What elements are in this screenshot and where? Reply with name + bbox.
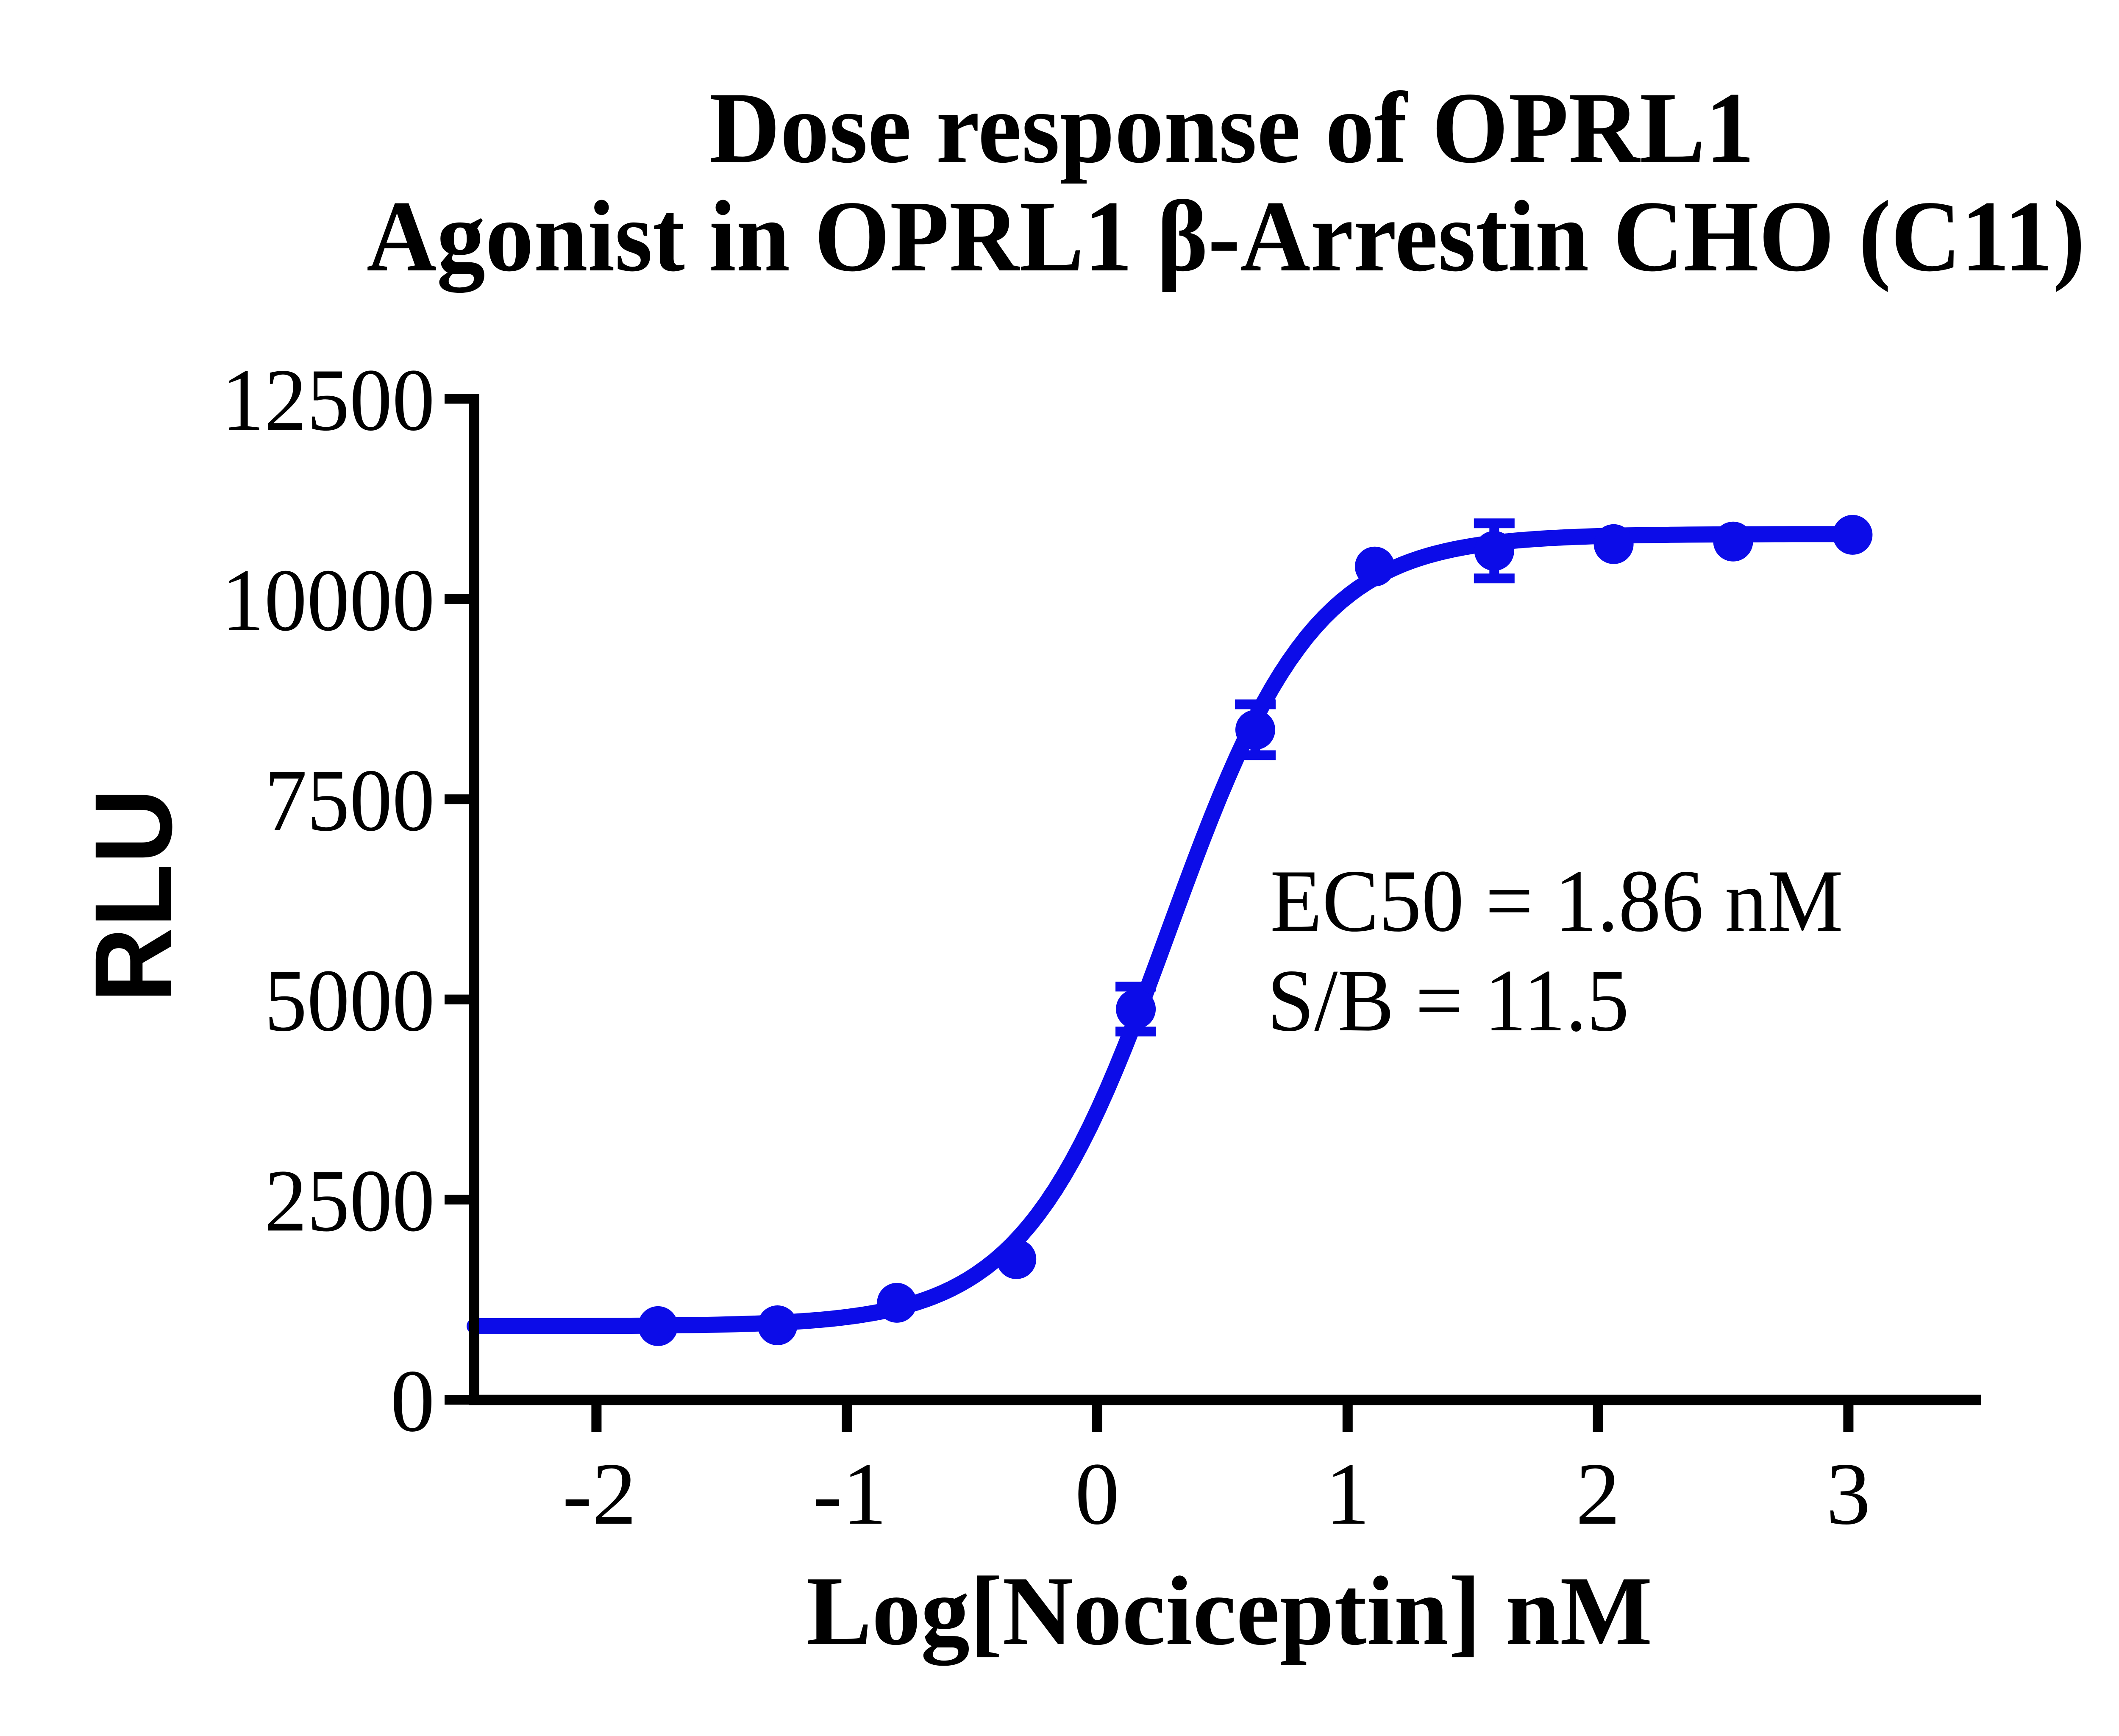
- svg-text:Agonist in OPRL1 β-Arrestin CH: Agonist in OPRL1 β-Arrestin CHO (C11): [367, 180, 2085, 293]
- svg-text:-1: -1: [813, 1445, 887, 1543]
- svg-text:3: 3: [1826, 1445, 1871, 1543]
- svg-text:0: 0: [1075, 1445, 1120, 1543]
- svg-text:0: 0: [390, 1352, 435, 1450]
- svg-text:12500: 12500: [222, 351, 435, 449]
- svg-text:S/B = 11.5: S/B = 11.5: [1267, 951, 1629, 1050]
- svg-text:2500: 2500: [264, 1152, 435, 1250]
- svg-text:2: 2: [1576, 1445, 1620, 1543]
- svg-text:Dose response of OPRL1: Dose response of OPRL1: [709, 71, 1755, 184]
- svg-text:1: 1: [1325, 1445, 1370, 1543]
- svg-text:EC50 = 1.86 nM: EC50 = 1.86 nM: [1270, 852, 1843, 950]
- svg-text:-2: -2: [562, 1445, 637, 1543]
- svg-text:7500: 7500: [264, 751, 435, 850]
- svg-text:Log[Nociceptin] nM: Log[Nociceptin] nM: [806, 1556, 1652, 1666]
- svg-text:RLU: RLU: [72, 789, 195, 1003]
- svg-text:5000: 5000: [264, 951, 435, 1050]
- svg-text:10000: 10000: [222, 551, 435, 649]
